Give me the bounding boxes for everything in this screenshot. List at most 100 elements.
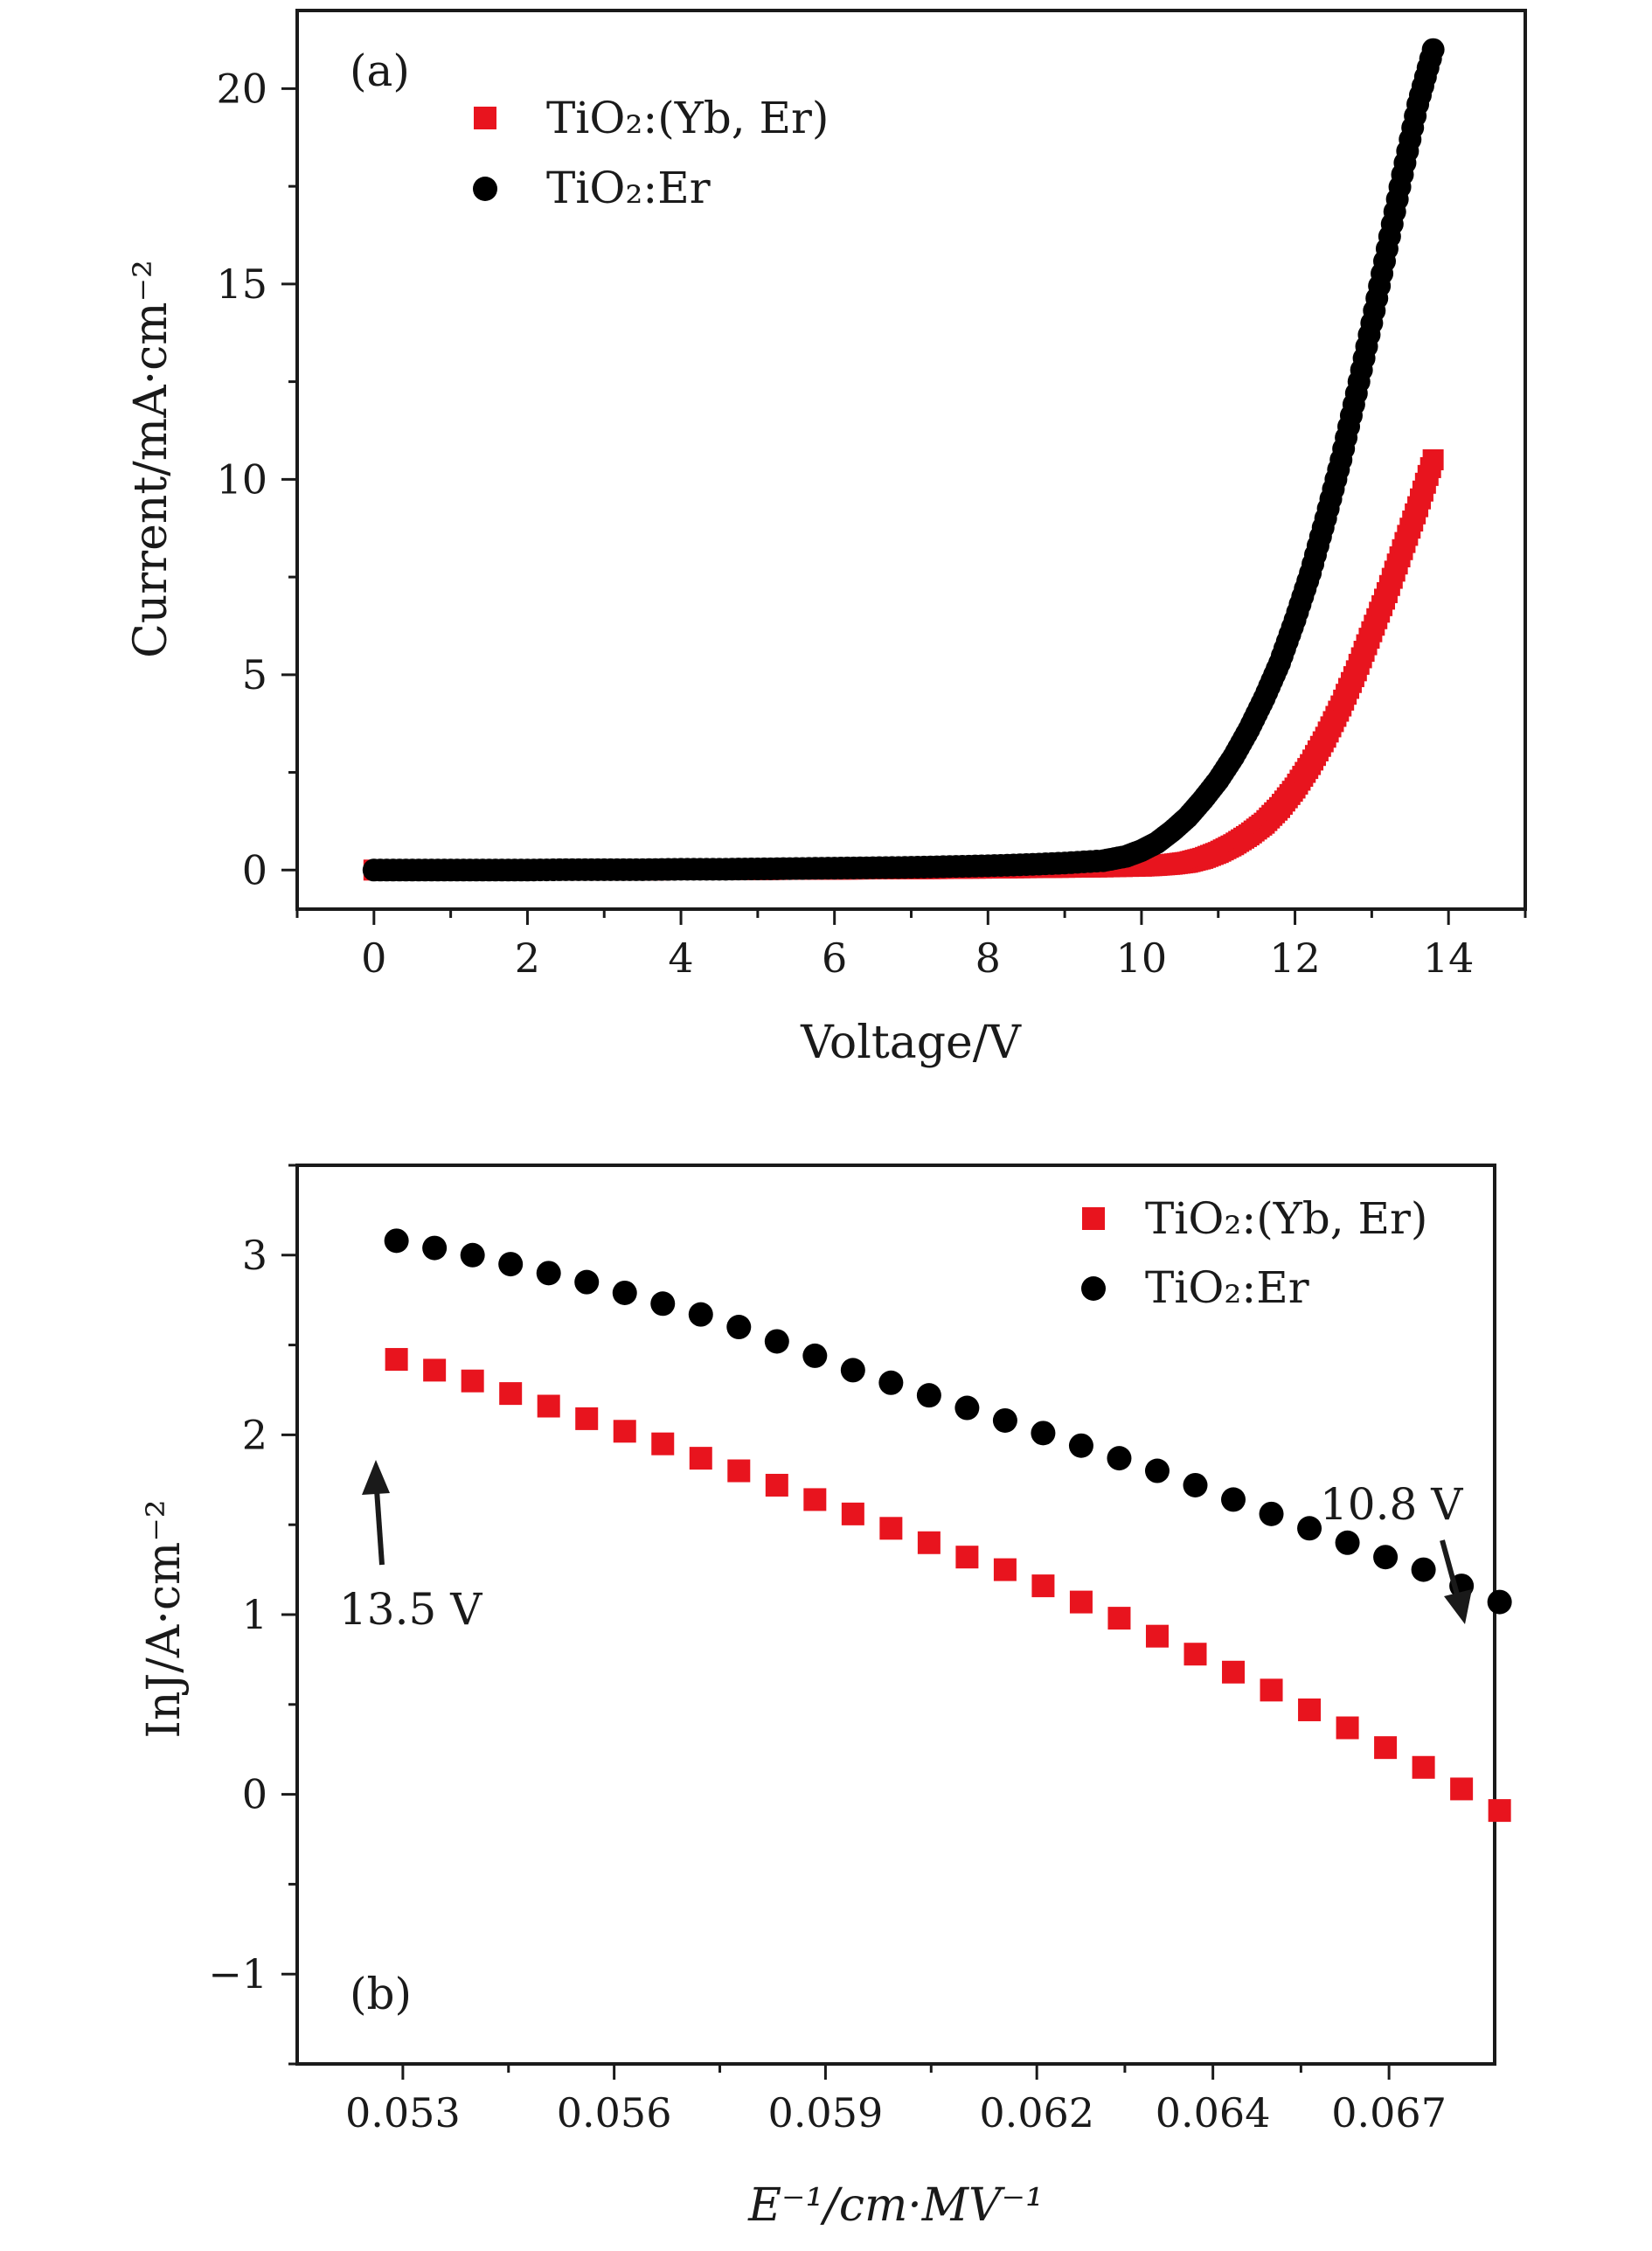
data-point-square: [841, 1502, 864, 1525]
data-point-square: [917, 1531, 941, 1554]
data-point-circle: [1421, 38, 1445, 61]
y-tick-label: −1: [208, 1950, 267, 1997]
panel-b-legend-marker-yb-er: [1082, 1207, 1105, 1230]
x-tick-label: 0.056: [557, 2089, 672, 2136]
data-point-circle: [1487, 1589, 1512, 1615]
data-point-square: [1422, 449, 1444, 470]
panel-b: 0.053 0.056 0.059 0.062 0.064 0.067 −1 0 1 2 3 (b)…: [138, 1164, 1512, 2232]
data-point-circle: [1335, 1530, 1360, 1555]
x-tick-label: 0.062: [979, 2089, 1094, 2136]
panel-a-legend-label-yb-er: TiO₂:(Yb, Er): [546, 93, 829, 143]
data-point-square: [651, 1432, 675, 1456]
panel-b-series-yb-er: [385, 1348, 1511, 1823]
data-point-square: [499, 1382, 523, 1406]
x-tick-label: 0.067: [1331, 2089, 1447, 2136]
data-point-circle: [764, 1329, 789, 1354]
data-point-circle: [612, 1280, 637, 1305]
panel-a-legend-marker-yb-er: [474, 107, 496, 129]
panel-b-ticks: 0.053 0.056 0.059 0.062 0.064 0.067 −1 0 1 2 3: [208, 1164, 1447, 2136]
data-point-circle: [536, 1261, 561, 1286]
y-tick-label: 1: [242, 1591, 267, 1638]
annotation-13-5v-arrowhead: [362, 1460, 390, 1495]
data-point-circle: [384, 1228, 409, 1254]
data-point-square: [689, 1447, 712, 1470]
panel-a-legend-marker-er: [473, 177, 497, 201]
y-tick-label: 0: [242, 1771, 267, 1818]
x-tick-label: 10: [1116, 934, 1168, 982]
data-point-circle: [726, 1315, 752, 1340]
annotation-10-8v: 10.8 V: [1320, 1479, 1472, 1624]
data-point-circle: [1183, 1472, 1208, 1497]
panel-a: 0 2 4 6 8 10 12 14 0 5 10 15 20 (a) TiO₂:(Yb, Er) Ti…: [125, 9, 1527, 1069]
data-point-square: [1450, 1777, 1474, 1801]
panel-a-legend-label-er: TiO₂:Er: [546, 163, 711, 213]
panel-b-label: (b): [350, 1969, 412, 2019]
panel-a-series-er: [362, 38, 1445, 882]
data-point-circle: [1411, 1557, 1436, 1582]
panel-b-legend-marker-er: [1081, 1276, 1106, 1301]
x-tick-label: 8: [975, 934, 1001, 982]
annotation-13-5v-text: 13.5 V: [339, 1584, 482, 1635]
panel-a-legend: TiO₂:(Yb, Er) TiO₂:Er: [473, 93, 829, 213]
panel-b-ylabel: InJ/A·cm⁻²: [138, 1499, 191, 1738]
data-point-circle: [1259, 1501, 1284, 1526]
data-point-square: [1488, 1799, 1511, 1823]
data-point-circle: [954, 1395, 980, 1421]
annotation-13-5v: 13.5 V: [339, 1460, 482, 1635]
panel-b-legend: TiO₂:(Yb, Er) TiO₂:Er: [1081, 1193, 1427, 1313]
data-point-square: [537, 1394, 560, 1418]
y-tick-label: 0: [242, 846, 267, 893]
panel-b-legend-label-er: TiO₂:Er: [1145, 1262, 1309, 1313]
y-tick-label: 20: [216, 65, 267, 112]
data-point-square: [1145, 1624, 1169, 1648]
data-point-square: [1031, 1574, 1055, 1598]
data-point-circle: [460, 1242, 485, 1268]
x-tick-label: 6: [822, 934, 847, 982]
data-point-circle: [1297, 1516, 1322, 1541]
data-point-square: [765, 1473, 788, 1497]
data-point-square: [575, 1407, 599, 1430]
data-point-square: [423, 1358, 447, 1382]
data-point-circle: [650, 1291, 676, 1317]
data-point-circle: [1068, 1433, 1093, 1458]
panel-a-ticks: 0 2 4 6 8 10 12 14 0 5 10 15 20: [216, 65, 1527, 982]
y-tick-label: 5: [242, 651, 267, 698]
data-point-square: [727, 1459, 751, 1483]
x-tick-label: 0: [361, 934, 386, 982]
data-point-square: [803, 1488, 827, 1511]
data-point-circle: [992, 1407, 1017, 1433]
panel-a-xlabel: Voltage/V: [800, 1017, 1022, 1069]
data-point-circle: [422, 1235, 448, 1261]
x-tick-label: 2: [515, 934, 540, 982]
data-point-square: [1374, 1736, 1398, 1760]
data-point-square: [1336, 1716, 1359, 1740]
x-tick-label: 12: [1269, 934, 1321, 982]
annotation-10-8v-text: 10.8 V: [1320, 1479, 1463, 1530]
panel-b-series-er: [384, 1228, 1512, 1615]
data-point-square: [1222, 1660, 1246, 1684]
x-tick-label: 0.059: [768, 2089, 884, 2136]
data-point-circle: [1221, 1487, 1246, 1512]
y-tick-label: 2: [242, 1411, 267, 1458]
data-point-circle: [498, 1252, 524, 1277]
x-tick-label: 14: [1423, 934, 1475, 982]
data-point-square: [1260, 1678, 1283, 1702]
x-tick-label: 0.064: [1156, 2089, 1271, 2136]
x-tick-label: 0.053: [345, 2089, 461, 2136]
data-point-square: [1183, 1643, 1207, 1666]
data-point-circle: [878, 1370, 904, 1395]
x-tick-label: 4: [668, 934, 693, 982]
y-tick-label: 10: [216, 455, 267, 503]
data-point-square: [385, 1348, 408, 1372]
data-point-circle: [916, 1383, 941, 1408]
data-point-circle: [1373, 1545, 1399, 1570]
panel-b-legend-label-yb-er: TiO₂:(Yb, Er): [1145, 1193, 1427, 1244]
data-point-square: [993, 1558, 1017, 1581]
y-tick-label: 15: [216, 261, 267, 308]
data-point-circle: [1144, 1458, 1170, 1483]
data-point-square: [461, 1369, 484, 1393]
data-point-square: [1107, 1607, 1131, 1630]
panel-a-ylabel: Current/mA·cm⁻²: [125, 260, 177, 658]
y-tick-label: 3: [242, 1232, 267, 1279]
